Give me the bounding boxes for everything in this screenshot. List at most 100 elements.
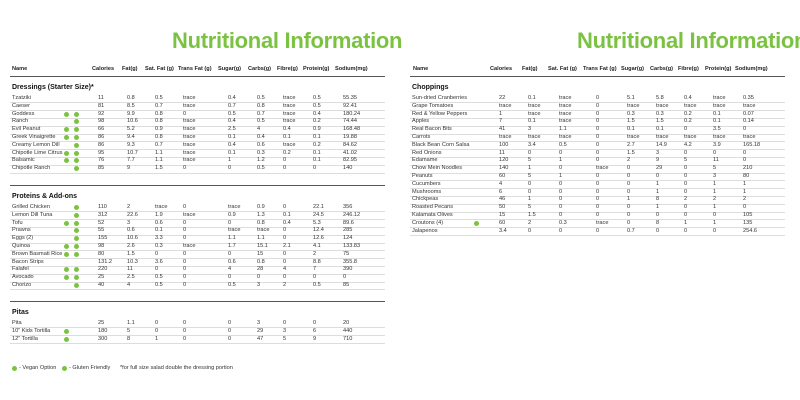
nutrient-value: 100 <box>499 141 509 148</box>
nutrient-value: 0.4 <box>228 95 236 101</box>
nutrient-value: 120 <box>499 157 509 164</box>
item-name: Kalamata Olives <box>412 212 453 218</box>
diet-icon <box>74 166 79 172</box>
nutrient-value: 3 <box>257 282 261 288</box>
row-rule <box>410 156 785 158</box>
nutrient-value: 0 <box>228 335 232 342</box>
row-rule <box>10 219 385 221</box>
nutrient-value: 0 <box>183 227 187 234</box>
nutrient-value: 0.4 <box>283 219 291 226</box>
nutrient-value: 0.4 <box>257 134 265 140</box>
nutrient-value: 25 <box>98 274 105 281</box>
nutrient-value: 155 <box>98 235 108 242</box>
nutrient-value: 41 <box>499 126 506 133</box>
nutrient-value: 0.1 <box>228 134 236 140</box>
row-rule <box>10 117 385 119</box>
nutrient-value: 0.7 <box>155 102 163 109</box>
nutrient-value: 66 <box>98 126 105 133</box>
nutrient-value: 0 <box>743 204 747 211</box>
nutrient-value: 0.3 <box>656 110 664 117</box>
page-title: Nutritional Information <box>172 28 403 53</box>
nutrient-value: 0 <box>283 250 287 257</box>
item-name: Caeser <box>12 102 31 109</box>
nutrient-value: 0.2 <box>313 141 321 148</box>
nutrient-value: 24.5 <box>313 211 324 218</box>
nutrient-value: 0.6 <box>228 258 236 265</box>
nutrient-value: 5.8 <box>656 95 664 101</box>
section-rule <box>10 76 385 77</box>
row-rule <box>10 342 385 344</box>
nutrient-value: trace <box>713 102 726 109</box>
item-name: Chickpeas <box>412 196 439 203</box>
nutrient-value: trace <box>528 134 541 140</box>
diet-icon <box>62 366 67 371</box>
nutrient-value: 10.6 <box>127 235 138 242</box>
nutrient-value: 75 <box>343 250 350 257</box>
diet-icon <box>74 236 79 242</box>
nutrient-value: 8.8 <box>313 258 321 265</box>
nutrient-value: 135 <box>743 219 753 226</box>
nutrient-value: 3.4 <box>528 141 536 148</box>
item-name: Edamame <box>412 157 438 164</box>
nutrient-value: 1 <box>743 188 747 195</box>
item-name: Sun-dried Cranberries <box>412 95 468 101</box>
nutrient-value: 0 <box>627 204 631 211</box>
nutrient-value: 1 <box>155 335 159 342</box>
nutrient-value: 1 <box>559 157 563 164</box>
nutrient-value: 105 <box>743 212 753 218</box>
item-name: Tzatziki <box>12 95 31 101</box>
nutrient-value: 0 <box>183 110 187 117</box>
nutrient-value: 0.7 <box>627 227 635 234</box>
nutrient-value: 3.9 <box>713 141 721 148</box>
row-rule <box>410 102 785 104</box>
row-rule <box>410 180 785 182</box>
nutrient-value: 5 <box>283 335 287 342</box>
nutrient-value: 1 <box>656 204 660 211</box>
nutrient-value: 0 <box>183 274 187 281</box>
nutrient-value: 5 <box>528 173 532 179</box>
nutrient-value: 140 <box>499 165 509 172</box>
item-name: Falafel <box>12 266 29 273</box>
nutrient-value: 84.62 <box>343 141 357 148</box>
nutrient-value: 4 <box>283 266 287 273</box>
nutrient-value: trace <box>559 110 572 117</box>
item-name: Croutons (4) <box>412 219 444 226</box>
item-name: Evil Peanut <box>12 126 41 133</box>
nutrient-value: 0.3 <box>627 110 635 117</box>
section-title: Dressings (Starter Size)* <box>12 84 94 91</box>
nutrient-value: 1 <box>684 219 688 226</box>
nutrient-value: 8 <box>127 335 131 342</box>
nutrient-value: 254.6 <box>743 227 757 234</box>
nutrient-value: 0.8 <box>127 95 135 101</box>
diet-icon <box>64 150 69 156</box>
nutrient-value: 1 <box>228 157 232 164</box>
column-header: Sodium(mg) <box>735 66 768 72</box>
nutrient-value: 12.4 <box>313 227 324 234</box>
nutrient-value: 0 <box>627 188 631 195</box>
nutrient-value: 0.1 <box>528 118 536 125</box>
nutrient-value: 55.35 <box>343 95 357 101</box>
nutrient-value: 0 <box>559 149 563 156</box>
nutrient-value: trace <box>713 95 726 101</box>
nutrient-value: 0 <box>627 219 631 226</box>
nutrient-value: 3 <box>257 320 261 326</box>
nutrient-value: 82.95 <box>343 157 357 164</box>
nutrient-value: 0 <box>596 212 600 218</box>
nutrient-value: 440 <box>343 327 353 334</box>
diet-icon <box>64 244 69 249</box>
section-rule <box>10 301 385 302</box>
diet-icon <box>74 244 79 249</box>
column-header: Protein(g) <box>303 66 330 72</box>
diet-icon <box>74 127 79 133</box>
nutrient-value: 0.1 <box>283 211 291 218</box>
nutrient-value: 0 <box>684 173 688 179</box>
nutrient-value: 0 <box>313 274 317 281</box>
row-rule <box>10 141 385 143</box>
nutrient-value: 74.44 <box>343 118 357 125</box>
nutrient-value: trace <box>684 134 697 140</box>
section-title: Choppings <box>412 84 449 91</box>
row-rule <box>410 125 785 127</box>
item-name: Red Onions <box>412 149 442 156</box>
row-rule <box>10 110 385 112</box>
diet-icon <box>74 142 79 148</box>
